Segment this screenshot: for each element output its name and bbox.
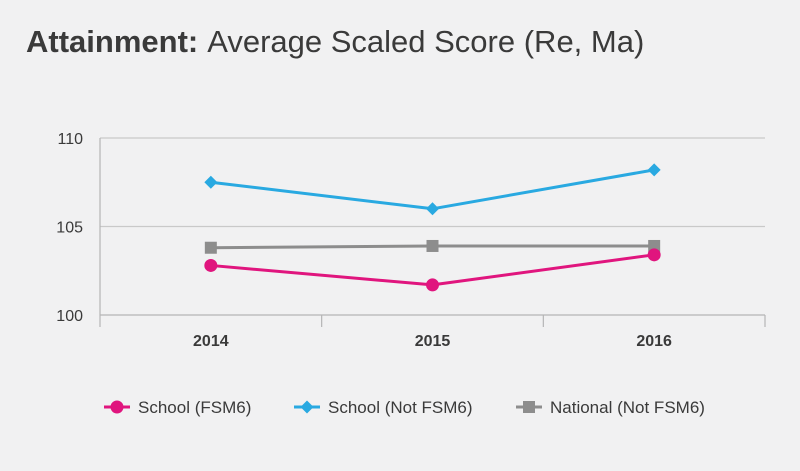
legend-marker-school-fsm6 <box>110 400 124 414</box>
data-point-national-not-fsm6-2015 <box>426 239 439 252</box>
legend-marker-national-not-fsm6 <box>523 401 535 413</box>
legend-item-school-fsm6: School (FSM6) <box>104 398 251 417</box>
series-school-not-fsm6 <box>204 163 661 216</box>
chart-title-bold: Attainment: <box>26 24 199 59</box>
grid-lines <box>100 137 765 228</box>
data-point-school-not-fsm6-2016 <box>647 163 661 177</box>
legend-label-school-not-fsm6: School (Not FSM6) <box>328 398 473 417</box>
series-national-not-fsm6 <box>204 239 661 254</box>
legend-item-national-not-fsm6: National (Not FSM6) <box>516 398 705 417</box>
series-layer <box>204 163 661 292</box>
data-point-school-not-fsm6-2015 <box>426 202 439 216</box>
data-point-school-fsm6-2015 <box>426 278 439 292</box>
x-tick-label-2014: 2014 <box>193 333 229 350</box>
data-point-school-not-fsm6-2014 <box>204 175 218 189</box>
chart-title: Attainment: Average Scaled Score (Re, Ma) <box>26 22 644 62</box>
legend: School (FSM6) School (Not FSM6) National (… <box>104 398 705 417</box>
y-tick-label-100: 100 <box>56 308 83 325</box>
legend-label-national-not-fsm6: National (Not FSM6) <box>550 398 705 417</box>
data-point-national-not-fsm6-2014 <box>204 241 217 254</box>
legend-item-school-not-fsm6: School (Not FSM6) <box>294 398 473 417</box>
legend-marker-school-not-fsm6 <box>300 400 314 414</box>
legend-label-school-fsm6: School (FSM6) <box>138 398 251 417</box>
series-school-fsm6 <box>204 248 661 292</box>
x-tick-label-2015: 2015 <box>415 333 451 350</box>
y-tick-label-110: 110 <box>57 131 83 148</box>
data-point-school-fsm6-2014 <box>204 258 218 272</box>
y-tick-label-105: 105 <box>56 220 83 237</box>
chart-title-rest: Average Scaled Score (Re, Ma) <box>207 24 645 59</box>
x-tick-label-2016: 2016 <box>636 333 672 350</box>
data-point-school-fsm6-2016 <box>647 248 661 262</box>
data-point-national-not-fsm6-2016 <box>648 239 661 252</box>
axes: 100 105 110 2014 2015 2016 <box>56 131 766 350</box>
